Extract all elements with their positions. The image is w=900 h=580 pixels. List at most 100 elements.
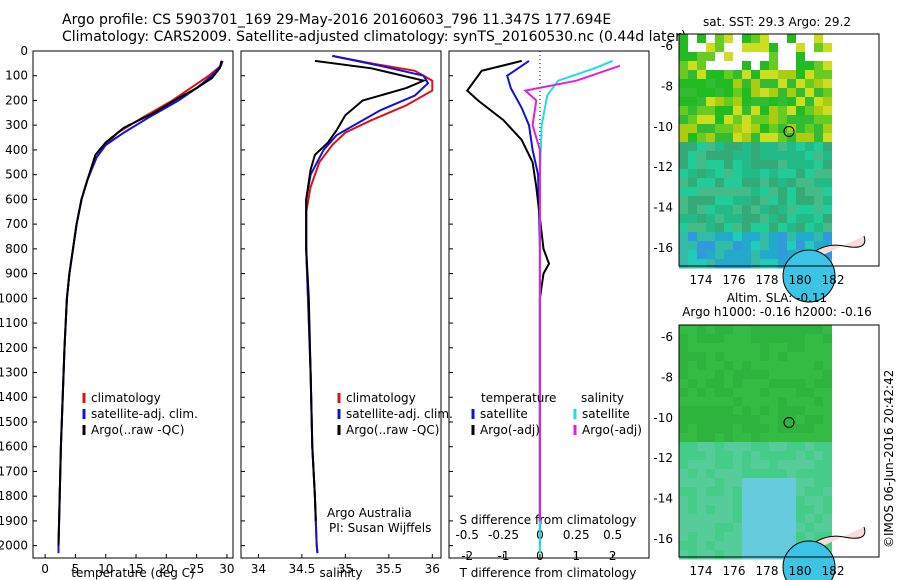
map-cell	[814, 406, 824, 416]
map-cell	[814, 232, 824, 242]
map-cell	[814, 133, 824, 143]
map-cell	[796, 196, 806, 206]
map-cell	[796, 223, 806, 233]
map-cell	[814, 196, 824, 206]
map-cell	[760, 79, 770, 89]
map-cell	[715, 505, 725, 515]
map-cell	[877, 79, 887, 89]
map-cell	[769, 397, 779, 407]
map-cell	[877, 88, 887, 98]
map-cell	[787, 52, 797, 62]
map-cell	[769, 550, 779, 560]
temperature-x-tick-label: 30	[219, 562, 234, 576]
map-cell	[688, 325, 698, 335]
map-cell	[706, 205, 716, 215]
map-cell	[832, 178, 842, 188]
series-line-satellite	[538, 59, 613, 554]
map-cell	[868, 343, 878, 353]
map-cell	[787, 487, 797, 497]
map-cell	[832, 415, 842, 425]
map-cell	[823, 343, 833, 353]
map-cell	[778, 433, 788, 443]
map-cell	[877, 259, 887, 269]
map-cell	[796, 442, 806, 452]
depth-tick-label: 1300	[0, 366, 28, 380]
map-cell	[697, 514, 707, 524]
map-cell	[868, 496, 878, 506]
map-cell	[823, 34, 833, 44]
map-cell	[868, 223, 878, 233]
map-cell	[706, 124, 716, 134]
map-cell	[679, 124, 689, 134]
map-cell	[850, 142, 860, 152]
map-cell	[823, 169, 833, 179]
map-cell	[859, 514, 869, 524]
map-cell	[787, 250, 797, 260]
map-cell	[787, 142, 797, 152]
map-cell	[796, 469, 806, 479]
map-cell	[814, 106, 824, 116]
map-cell	[850, 343, 860, 353]
map-cell	[805, 178, 815, 188]
map-cell	[733, 397, 743, 407]
map-cell	[778, 214, 788, 224]
map-cell	[877, 406, 887, 416]
map-cell	[688, 169, 698, 179]
map-cell	[679, 442, 689, 452]
map-cell	[859, 352, 869, 362]
depth-tick-label: 1600	[0, 440, 28, 454]
map-cell	[868, 196, 878, 206]
map-cell	[778, 514, 788, 524]
map-cell	[724, 187, 734, 197]
map-cell	[814, 433, 824, 443]
map-cell	[796, 487, 806, 497]
map-cell	[850, 250, 860, 260]
map-cell	[751, 70, 761, 80]
map-cell	[877, 361, 887, 371]
map-cell	[832, 469, 842, 479]
map-cell	[778, 442, 788, 452]
map-cell	[688, 88, 698, 98]
map-cell	[724, 124, 734, 134]
map-cell	[724, 514, 734, 524]
map-cell	[706, 406, 716, 416]
map-cell	[778, 325, 788, 335]
map-cell	[733, 169, 743, 179]
map-cell	[859, 160, 869, 170]
map-cell	[760, 178, 770, 188]
map-cell	[733, 124, 743, 134]
map-cell	[868, 505, 878, 515]
map-cell	[850, 88, 860, 98]
map-cell	[841, 379, 851, 389]
map-cell	[688, 259, 698, 269]
map-cell	[751, 460, 761, 470]
map-cell	[859, 124, 869, 134]
map-cell	[850, 79, 860, 89]
map-cell	[751, 88, 761, 98]
map-cell	[733, 550, 743, 560]
map-cell	[787, 97, 797, 107]
map-cell	[814, 223, 824, 233]
map-cell	[841, 169, 851, 179]
map-cell	[679, 160, 689, 170]
map-cell	[688, 79, 698, 89]
map-cell	[823, 43, 833, 53]
series-line-climatology	[57, 60, 224, 554]
map-cell	[715, 88, 725, 98]
map-cell	[679, 106, 689, 116]
map-cell	[814, 343, 824, 353]
map-cell	[805, 205, 815, 215]
map-cell	[760, 406, 770, 416]
map-cell	[769, 325, 779, 335]
map-cell	[733, 160, 743, 170]
map-cell	[706, 52, 716, 62]
series-line-argo--adj-	[523, 64, 621, 521]
panel-frame-2	[448, 50, 650, 559]
map-cell	[697, 133, 707, 143]
map-cell	[841, 496, 851, 506]
map-cell	[787, 133, 797, 143]
map-cell	[715, 106, 725, 116]
map-cell	[724, 169, 734, 179]
map-cell	[697, 79, 707, 89]
map-cell	[796, 496, 806, 506]
